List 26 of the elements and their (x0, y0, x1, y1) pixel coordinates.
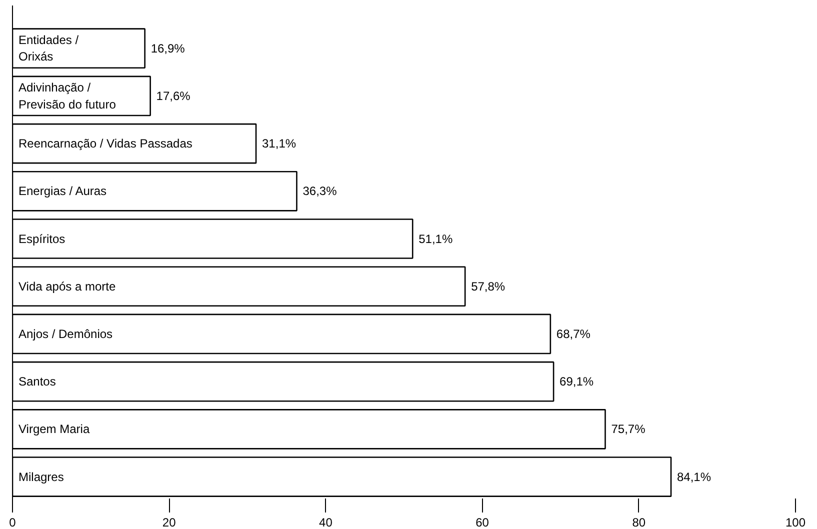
x-tick-label: 0 (9, 516, 16, 529)
x-tick-label: 100 (785, 516, 806, 529)
data-label: 68,7% (556, 326, 591, 341)
data-label: 31,1% (262, 136, 296, 151)
data-label: 57,8% (471, 279, 506, 294)
y-tick-label: Espíritos (18, 232, 66, 246)
data-label: 51,1% (418, 232, 453, 246)
x-tick-label: 80 (632, 516, 646, 529)
data-label: 36,3% (302, 184, 338, 198)
data-label: 69,1% (560, 374, 594, 389)
data-label: 17,6% (156, 88, 191, 103)
y-tick-label: Anjos / Demônios (18, 326, 113, 341)
y-tick-label: Santos (18, 374, 56, 389)
x-tick-label: 60 (476, 516, 490, 529)
x-tick-label: 40 (319, 516, 333, 529)
y-tick-label: Vida após a morte (18, 279, 116, 294)
y-tick-label: Energias / Auras (18, 184, 107, 198)
data-label: 84,1% (677, 470, 712, 484)
y-tick-label: Milagres (18, 470, 64, 484)
data-label: 75,7% (611, 422, 646, 436)
y-tick-label: Reencarnação / Vidas Passadas (18, 136, 192, 151)
y-tick-label: Entidades / Orixás (18, 32, 80, 64)
y-tick-label: Adivinhação / Previsão do futuro (18, 80, 116, 112)
x-tick-label: 20 (162, 516, 176, 529)
data-label: 16,9% (150, 41, 186, 56)
y-tick-label: Virgem Maria (18, 422, 90, 436)
